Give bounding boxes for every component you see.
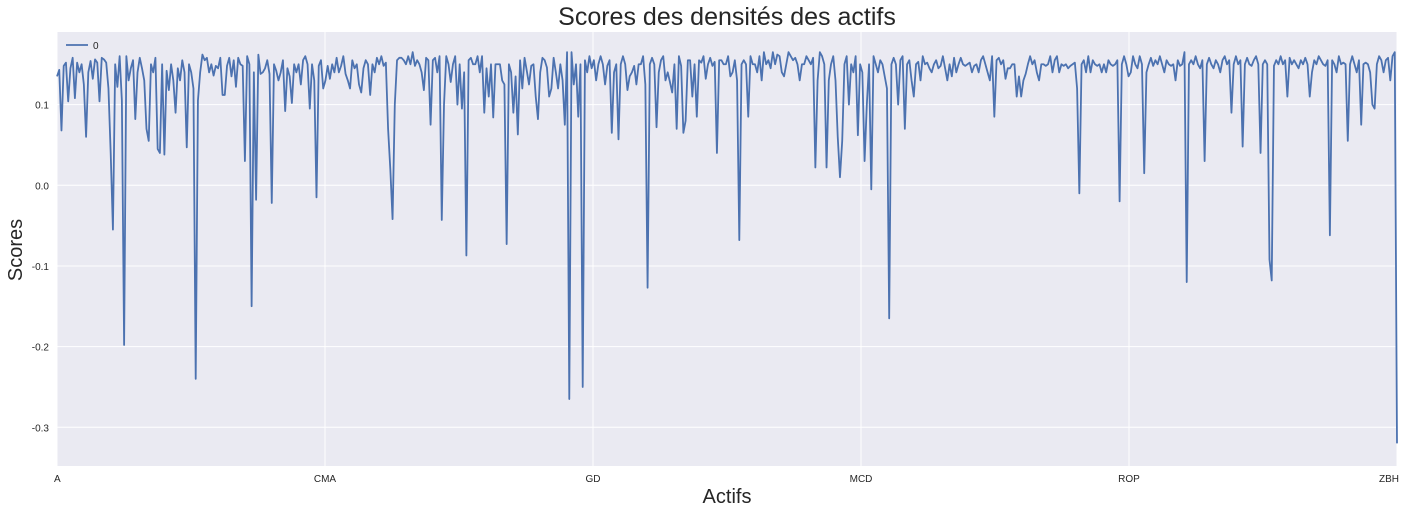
y-tick-label: -0.1 — [32, 262, 50, 273]
x-tick-label: ZBH — [1379, 474, 1399, 485]
x-tick-label: GD — [586, 474, 601, 485]
y-tick-label: 0.0 — [35, 181, 49, 192]
x-tick-labels: A CMA GD MCD ROP ZBH — [54, 474, 1399, 485]
legend-label: 0 — [93, 41, 99, 52]
x-tick-label: CMA — [314, 474, 337, 485]
x-tick-label: ROP — [1118, 474, 1140, 485]
x-axis-label: Actifs — [703, 486, 752, 508]
y-tick-label: -0.3 — [32, 423, 50, 434]
y-tick-label: 0.1 — [35, 101, 49, 112]
chart-title: Scores des densités des actifs — [558, 3, 896, 31]
x-tick-label: A — [54, 474, 61, 485]
y-tick-label: -0.2 — [32, 343, 50, 354]
series-line — [56, 51, 1398, 444]
x-tick-label: MCD — [850, 474, 873, 485]
y-tick-labels: 0.1 0.0 -0.1 -0.2 -0.3 — [32, 101, 50, 435]
legend: 0 — [66, 41, 99, 52]
y-axis-label: Scores — [5, 219, 27, 281]
